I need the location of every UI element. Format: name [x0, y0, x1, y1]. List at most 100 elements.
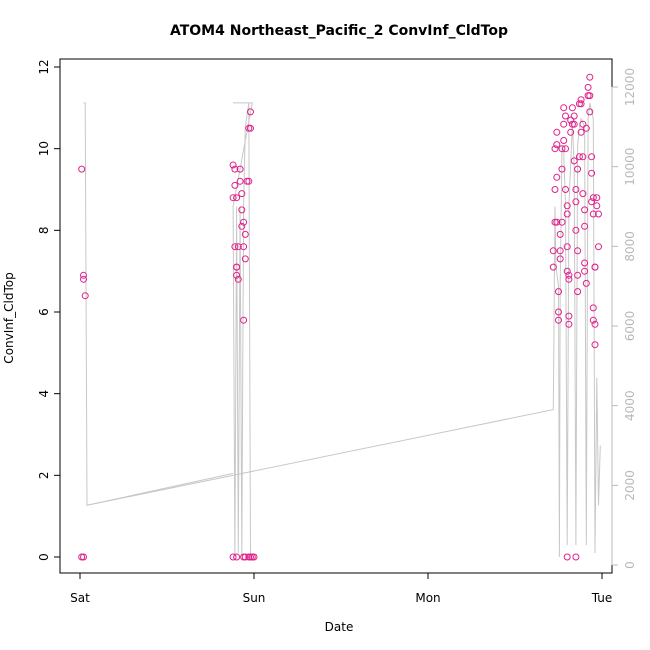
data-point [233, 271, 241, 279]
y2-tick-label: 8000 [623, 231, 637, 262]
data-point [588, 153, 596, 161]
y-tick-label: 0 [37, 553, 51, 561]
data-point [551, 145, 559, 153]
data-point [570, 120, 578, 128]
y2-tick-label: 12000 [623, 68, 637, 106]
data-point [241, 255, 249, 263]
data-point [563, 267, 571, 275]
data-point [568, 104, 576, 112]
data-point [560, 137, 568, 144]
data-point [562, 145, 569, 153]
data-point [558, 165, 566, 173]
data-point [567, 128, 575, 136]
y2-tick-label: 2000 [623, 470, 637, 501]
data-point [231, 165, 239, 173]
data-point [579, 190, 587, 198]
data-point [589, 194, 597, 202]
data-point [565, 275, 573, 283]
data-point [551, 186, 559, 193]
data-point [81, 292, 89, 300]
y-tick-label: 8 [37, 227, 51, 235]
data-point [233, 263, 241, 271]
data-point [574, 165, 582, 173]
data-point [241, 230, 249, 238]
data-point [231, 181, 239, 189]
y-tick-label: 10 [37, 141, 51, 156]
data-point [556, 230, 564, 238]
data-point [589, 316, 597, 324]
data-point [570, 157, 578, 165]
y2-tick-label: 4000 [623, 390, 637, 421]
data-point [563, 202, 571, 210]
data-point [80, 271, 87, 279]
scatter-points-group [78, 73, 602, 561]
data-point [563, 210, 571, 218]
data-point [229, 194, 237, 202]
data-point [80, 553, 87, 561]
data-point [572, 198, 580, 206]
data-point [581, 259, 589, 267]
data-point [581, 267, 589, 275]
data-point [555, 316, 562, 324]
y-tick-label: 12 [37, 59, 51, 74]
data-point [563, 553, 571, 561]
y-tick-label: 4 [37, 390, 51, 398]
data-point [549, 247, 557, 255]
data-point [574, 288, 582, 296]
data-point [579, 120, 587, 128]
data-point [575, 153, 583, 161]
data-point [241, 553, 249, 561]
data-point [80, 275, 87, 283]
data-point [588, 198, 596, 206]
data-point [549, 263, 557, 271]
x-tick-label: Sun [243, 591, 266, 605]
data-point [577, 96, 585, 104]
data-point [589, 304, 597, 312]
data-point [234, 275, 242, 283]
data-point [595, 210, 602, 218]
data-point [591, 320, 599, 328]
data-point [584, 83, 592, 91]
data-point [581, 222, 589, 230]
data-point [233, 553, 241, 561]
data-point [581, 206, 589, 214]
data-point [572, 553, 580, 561]
y2-tick-label: 10000 [623, 148, 637, 186]
plot-frame [59, 58, 613, 574]
data-point [565, 271, 573, 279]
data-point [247, 124, 254, 132]
y2-tick-label: 0 [623, 561, 637, 569]
data-point [582, 124, 590, 132]
data-point [553, 218, 561, 226]
data-point [238, 222, 246, 230]
data-point [591, 263, 599, 271]
y2-tick-label: 6000 [623, 311, 637, 342]
data-point [229, 161, 237, 169]
data-point [586, 108, 594, 116]
data-point [240, 316, 248, 324]
data-point [553, 128, 561, 136]
data-point [586, 92, 594, 100]
data-point [579, 153, 587, 161]
data-point [572, 226, 580, 234]
axes-group: 0 2 4 6 8 10 12 0 2000 4000 6000 8000 10000 12000 Sat S… [37, 59, 637, 605]
data-point [588, 169, 596, 177]
y-tick-label: 2 [37, 472, 51, 480]
data-point [562, 112, 569, 120]
chart-title: ATOM4 Northeast_Pacific_2 ConvInf_CldTop [170, 23, 508, 39]
data-point [236, 177, 244, 185]
series-line [86, 472, 234, 506]
data-point [572, 186, 580, 193]
data-point [563, 243, 571, 251]
data-point [582, 279, 590, 287]
plot-border [59, 58, 613, 574]
data-point [234, 243, 242, 251]
data-point [555, 288, 562, 296]
data-point [577, 100, 585, 108]
data-point [556, 255, 564, 263]
data-point [245, 177, 253, 185]
y-tick-label: 6 [37, 308, 51, 316]
data-point [591, 341, 599, 349]
data-point [574, 271, 582, 279]
